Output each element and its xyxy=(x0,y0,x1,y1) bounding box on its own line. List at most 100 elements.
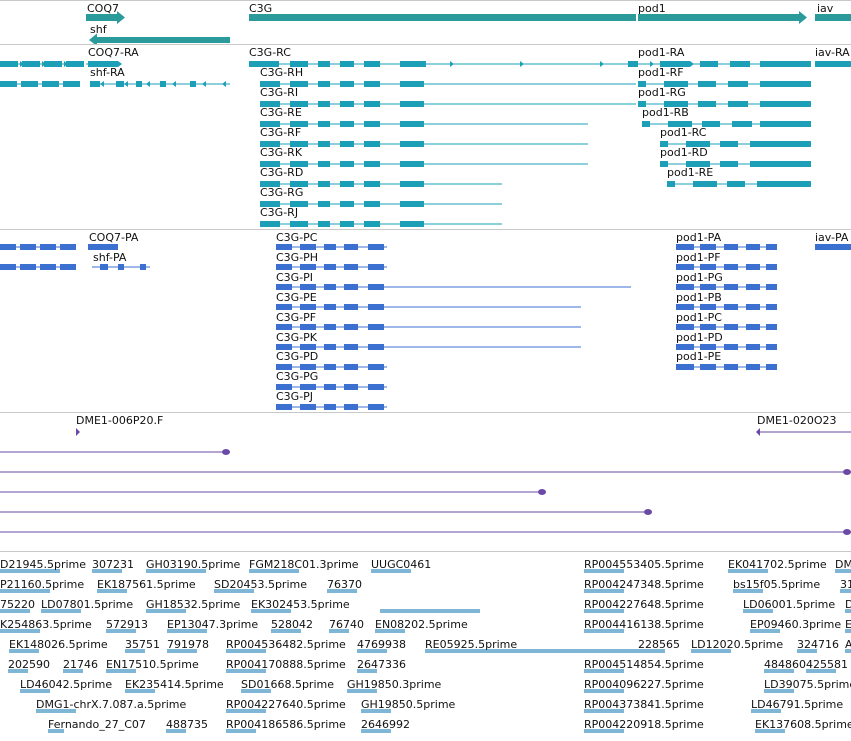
est-glyph[interactable] xyxy=(728,569,768,573)
exon-block[interactable] xyxy=(0,264,16,270)
gene-glyph[interactable] xyxy=(97,37,230,43)
est-label[interactable]: RP004186586.5prime xyxy=(226,718,346,731)
exon-block[interactable] xyxy=(324,364,336,370)
exon-block[interactable] xyxy=(766,364,777,370)
protein-label[interactable]: C3G-PI xyxy=(276,271,314,284)
exon-block[interactable] xyxy=(340,201,354,207)
est-label[interactable]: 484860 xyxy=(764,658,806,671)
est-label[interactable]: RP004536482.5prime xyxy=(226,638,346,651)
exon-block[interactable] xyxy=(368,364,384,370)
est-glyph[interactable] xyxy=(691,649,731,653)
insertion-label[interactable]: DME1-020O23 xyxy=(757,414,837,427)
exon-block[interactable] xyxy=(324,244,336,250)
exon-block[interactable] xyxy=(340,121,354,127)
protein-label[interactable]: pod1-PA xyxy=(676,231,722,244)
est-glyph[interactable] xyxy=(0,569,60,573)
exon-block[interactable] xyxy=(728,81,748,87)
est-label[interactable]: EP09460.3prime xyxy=(750,618,842,631)
est-label[interactable]: LD46791.5prime xyxy=(751,698,844,711)
exon-block[interactable] xyxy=(700,304,716,310)
exon-block[interactable] xyxy=(724,344,738,350)
est-label[interactable]: 4769938 xyxy=(357,638,406,651)
exon-block[interactable] xyxy=(318,221,330,227)
est-glyph[interactable] xyxy=(167,629,207,633)
exon-block[interactable] xyxy=(300,364,316,370)
est-label[interactable]: D xyxy=(845,598,851,611)
est-glyph[interactable] xyxy=(249,569,299,573)
exon-block[interactable] xyxy=(400,221,424,227)
exon-block[interactable] xyxy=(324,384,336,390)
est-glyph[interactable] xyxy=(48,729,64,733)
est-label[interactable]: 2646992 xyxy=(361,718,410,731)
exon-block[interactable] xyxy=(88,61,118,67)
est-label[interactable]: 75220 xyxy=(0,598,35,611)
est-label[interactable]: RP004416138.5prime xyxy=(584,618,704,631)
est-label[interactable]: EK041702.5prime xyxy=(728,558,827,571)
est-glyph[interactable] xyxy=(357,669,377,673)
est-label[interactable]: 21746 xyxy=(63,658,98,671)
est-label[interactable]: 324716 xyxy=(797,638,839,651)
est-glyph[interactable] xyxy=(106,669,136,673)
exon-block[interactable] xyxy=(44,61,62,67)
exon-block[interactable] xyxy=(400,81,424,87)
exon-block[interactable] xyxy=(276,244,292,250)
exon-block[interactable] xyxy=(368,264,384,270)
exon-block[interactable] xyxy=(368,244,384,250)
est-label[interactable]: 528042 xyxy=(271,618,313,631)
exon-block[interactable] xyxy=(318,81,330,87)
est-glyph[interactable] xyxy=(226,649,266,653)
exon-block[interactable] xyxy=(676,344,694,350)
exon-block[interactable] xyxy=(724,304,738,310)
exon-block[interactable] xyxy=(290,101,308,107)
exon-block[interactable] xyxy=(727,181,745,187)
exon-block[interactable] xyxy=(300,384,316,390)
exon-block[interactable] xyxy=(364,201,380,207)
exon-block[interactable] xyxy=(136,81,142,87)
transcript-label[interactable]: C3G-RE xyxy=(260,106,302,119)
exon-block[interactable] xyxy=(300,404,316,410)
exon-block[interactable] xyxy=(368,304,384,310)
gene-label[interactable]: C3G xyxy=(249,2,273,15)
exon-block[interactable] xyxy=(324,284,336,290)
exon-block[interactable] xyxy=(700,61,718,67)
est-glyph[interactable] xyxy=(764,669,794,673)
exon-block[interactable] xyxy=(724,324,738,330)
est-label[interactable]: 425581 xyxy=(806,658,848,671)
transcript-label[interactable]: shf-RA xyxy=(90,66,125,79)
transcript-label[interactable]: C3G-RG xyxy=(260,186,304,199)
exon-block[interactable] xyxy=(318,161,330,167)
exon-block[interactable] xyxy=(340,181,354,187)
exon-block[interactable] xyxy=(42,81,59,87)
protein-label[interactable]: iav-PA xyxy=(815,231,849,244)
est-glyph[interactable] xyxy=(845,609,851,613)
exon-block[interactable] xyxy=(368,404,384,410)
exon-block[interactable] xyxy=(720,141,738,147)
est-label[interactable]: EK235414.5prime xyxy=(125,678,224,691)
exon-block[interactable] xyxy=(400,121,424,127)
exon-block[interactable] xyxy=(290,61,308,67)
est-label[interactable]: GH18532.5prime xyxy=(146,598,241,611)
protein-label[interactable]: C3G-PE xyxy=(276,291,317,304)
exon-block[interactable] xyxy=(118,264,124,270)
exon-block[interactable] xyxy=(676,284,694,290)
exon-block[interactable] xyxy=(700,264,716,270)
exon-block[interactable] xyxy=(364,161,380,167)
est-label[interactable]: 791978 xyxy=(167,638,209,651)
est-label[interactable]: 35751 xyxy=(125,638,160,651)
exon-block[interactable] xyxy=(324,344,336,350)
exon-block[interactable] xyxy=(300,304,316,310)
transcript-label[interactable]: pod1-RD xyxy=(660,146,708,159)
protein-label[interactable]: C3G-PC xyxy=(276,231,318,244)
transcript-label[interactable]: pod1-RF xyxy=(638,66,684,79)
exon-block[interactable] xyxy=(676,364,694,370)
est-glyph[interactable] xyxy=(9,649,39,653)
exon-block[interactable] xyxy=(344,284,358,290)
protein-label[interactable]: C3G-PJ xyxy=(276,390,314,403)
exon-block[interactable] xyxy=(400,161,424,167)
exon-block[interactable] xyxy=(276,324,292,330)
transcript-label[interactable]: C3G-RD xyxy=(260,166,304,179)
exon-block[interactable] xyxy=(260,181,280,187)
est-glyph[interactable] xyxy=(584,569,624,573)
exon-block[interactable] xyxy=(815,61,851,67)
est-label[interactable]: LD39075.5prime xyxy=(764,678,851,691)
